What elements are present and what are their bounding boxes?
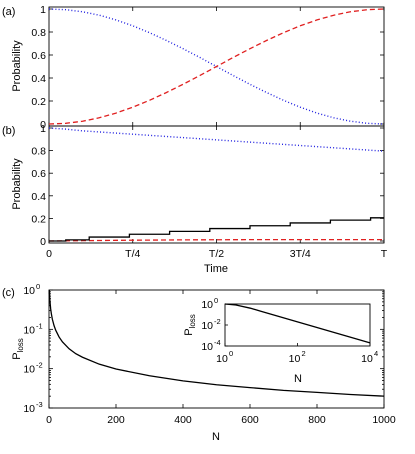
- panel-b-xtick-label: 0: [46, 248, 52, 260]
- inset-series-0: [224, 303, 371, 344]
- inset-ytick-exponent: -2: [214, 317, 221, 326]
- panel-c-x-ticks: 0 200 400 600 800 1000: [46, 290, 396, 426]
- panel-c-ytick-label: 10: [23, 324, 35, 336]
- panel-b-xtick-label: T/4: [125, 248, 140, 260]
- inset-ytick-label: 10: [201, 320, 213, 332]
- panel-a-ytick-label: 0.6: [31, 50, 46, 62]
- panel-a-series: [48, 8, 385, 125]
- panel-c-ylabel: Ploss: [11, 338, 25, 360]
- panel-c-ytick-exponent: 0: [36, 282, 40, 291]
- panel-b-series-2: [49, 217, 384, 242]
- inset-ylabel-sub: loss: [188, 314, 197, 328]
- panel-c-xtick-label: 800: [308, 414, 326, 426]
- panel-a-series-0: [48, 8, 385, 125]
- inset-series: [224, 303, 371, 344]
- panel-a-y-ticks: 0 0.2 0.4 0.6 0.8 1: [31, 4, 384, 131]
- panel-b-ylabel: Probability: [11, 158, 23, 210]
- panel-c-xtick-label: 200: [107, 414, 125, 426]
- panel-c-ytick-exponent: -1: [36, 321, 43, 330]
- panel-a-ytick-label: 0.4: [31, 73, 46, 85]
- inset-xlabel: N: [294, 373, 302, 385]
- panel-a: 0 0.2 0.4 0.6 0.8 1 Probability: [11, 4, 385, 131]
- inset-xtick-label: 10: [216, 353, 228, 365]
- panel-a-series-1: [48, 8, 385, 125]
- panel-c-ytick-label: 10: [23, 403, 35, 415]
- panel-b-ytick-label: 0.8: [31, 146, 46, 158]
- panel-b-series-0: [48, 127, 385, 152]
- panel-c-ytick-label: 10: [23, 285, 35, 297]
- panel-b-xlabel: Time: [204, 263, 228, 275]
- inset-ytick-exponent: -4: [214, 338, 221, 347]
- inset-ylabel: Ploss: [183, 314, 197, 336]
- panel-c-ylabel-main: P: [11, 352, 23, 359]
- panel-c-ylabel-sub: loss: [16, 338, 25, 352]
- panel-c-xtick-label: 400: [174, 414, 192, 426]
- panel-b-ytick-label: 0.6: [31, 168, 46, 180]
- inset-ytick-label: 10: [201, 299, 213, 311]
- panel-b-y-ticks: 0 0.2 0.4 0.6 0.8 1: [31, 123, 384, 248]
- inset-ylabel-main: P: [183, 328, 195, 335]
- panel-label-a: (a): [2, 6, 15, 18]
- inset-frame: [224, 303, 371, 347]
- panel-b-ytick-label: 1: [40, 123, 46, 135]
- panel-c-xtick-label: 600: [241, 414, 259, 426]
- inset-ytick-exponent: 0: [214, 296, 218, 305]
- inset-xtick-exponent: 0: [229, 349, 233, 358]
- inset-xtick-exponent: 2: [302, 349, 306, 358]
- inset-xtick-exponent: 4: [374, 349, 378, 358]
- panel-b-xtick-label: 3T/4: [290, 248, 311, 260]
- panel-b-ytick-label: 0: [40, 236, 46, 248]
- panel-a-ytick-label: 1: [40, 4, 46, 16]
- panel-b: 00.20.40.60.81 0 T/4 T/2 3T/4 T Probability …: [11, 123, 388, 275]
- panel-c-xlabel: N: [212, 431, 220, 443]
- panel-c-series-0: [48, 289, 385, 397]
- panel-a-ylabel: Probability: [11, 40, 23, 92]
- panel-label-c: (c): [2, 287, 15, 299]
- panel-c-xtick-label: 0: [46, 414, 52, 426]
- panel-b-frame: [48, 125, 385, 244]
- panel-c-ytick-exponent: -3: [36, 400, 43, 409]
- panel-a-x-ticks: [48, 7, 385, 126]
- panel-b-ytick-label: 0.2: [31, 213, 46, 225]
- panel-c-ytick-exponent: -2: [36, 361, 43, 370]
- panel-b-x-ticks: 0 T/4 T/2 3T/4 T: [46, 126, 388, 260]
- panel-a-ytick-label: 0: [40, 119, 46, 131]
- inset-ytick-label: 10: [201, 341, 213, 353]
- panel-b-xtick-label: T: [381, 248, 388, 260]
- panel-a-ytick-label: 0.8: [31, 27, 46, 39]
- panel-c-series: [48, 289, 385, 397]
- panel-label-b: (b): [2, 125, 15, 137]
- inset-xtick-label: 10: [361, 353, 373, 365]
- panel-b-series: [48, 127, 385, 242]
- panel-c-ytick-label: 10: [23, 364, 35, 376]
- inset-xtick-label: 10: [289, 353, 301, 365]
- panel-b-xtick-label: T/2: [209, 248, 224, 260]
- panel-c-xtick-label: 1000: [372, 414, 396, 426]
- panel-b-ytick-label: 0.4: [31, 191, 46, 203]
- panel-a-ytick-label: 0.2: [31, 96, 46, 108]
- panel-c-frame: [48, 289, 385, 409]
- inset-x-ticks: 10 0 10 2 10 4: [216, 343, 378, 365]
